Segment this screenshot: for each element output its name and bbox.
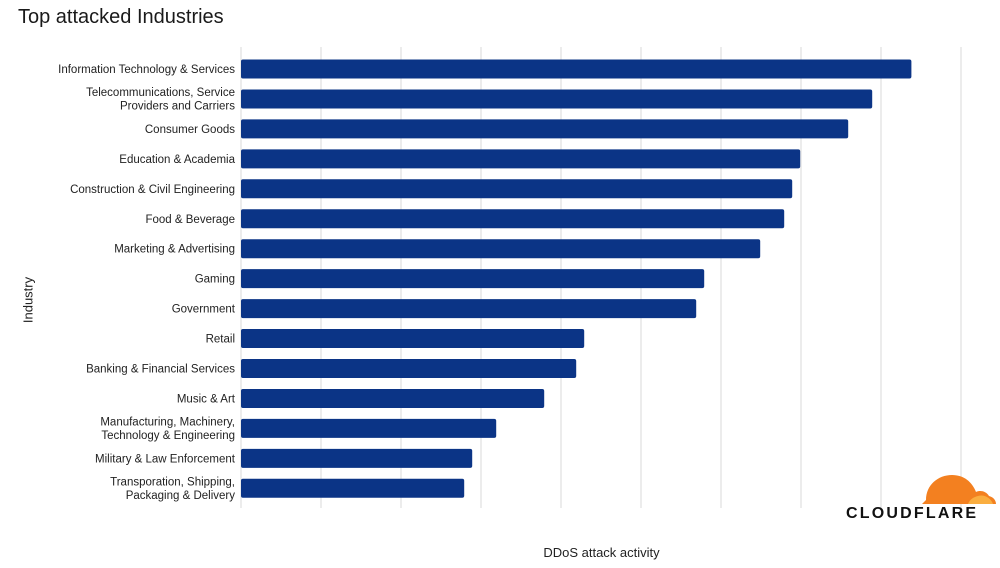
category-label: Government <box>172 304 236 316</box>
category-label: Food & Beverage <box>145 214 235 226</box>
chart-title: Top attacked Industries <box>18 6 224 28</box>
bar <box>241 359 577 378</box>
category-label: Gaming <box>195 274 235 286</box>
bar <box>241 388 545 408</box>
category-label: Banking & Financial Services <box>86 364 235 376</box>
bar <box>241 299 697 319</box>
category-label: Information Technology & Services <box>58 64 235 76</box>
category-label: Retail <box>206 334 235 346</box>
bar <box>241 418 497 438</box>
bar <box>241 269 705 289</box>
category-label: Military & Law Enforcement <box>95 453 236 465</box>
category-label: Consumer Goods <box>145 124 235 136</box>
category-label: Telecommunications, Service Providers and… <box>86 87 235 113</box>
cloudflare-logo: CLOUDFLARE <box>846 505 979 522</box>
y-axis-label: Industry <box>20 276 36 324</box>
cloudflare-cloud-icon <box>922 475 996 504</box>
category-label: Transporation, Shipping, Packaging & Deli… <box>110 477 235 503</box>
category-label: Education & Academia <box>119 154 235 166</box>
bar <box>241 59 912 79</box>
category-label: Manufacturing, Machinery, Technology & En… <box>100 417 235 443</box>
x-axis-label: DDoS attack activity <box>543 545 660 560</box>
bar <box>241 149 801 169</box>
category-label: Music & Art <box>177 393 236 405</box>
bar <box>241 478 465 498</box>
bar <box>241 448 473 468</box>
category-label: Marketing & Advertising <box>114 244 235 256</box>
bar <box>241 239 761 259</box>
bar <box>241 89 873 109</box>
category-label: Construction & Civil Engineering <box>70 184 235 196</box>
bar <box>241 209 785 229</box>
bar <box>241 179 793 199</box>
bar <box>241 329 585 349</box>
bar <box>241 119 849 139</box>
